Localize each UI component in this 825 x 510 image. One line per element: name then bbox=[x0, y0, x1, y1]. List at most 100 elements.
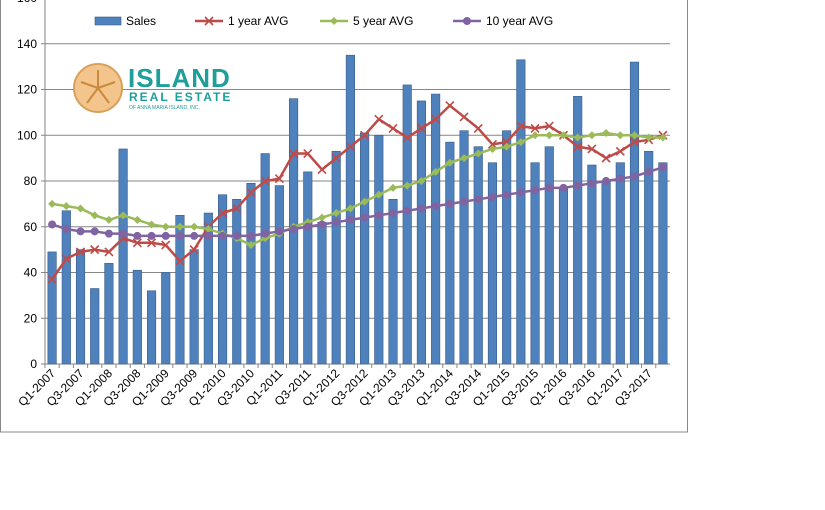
line-marker bbox=[346, 215, 355, 224]
bar bbox=[459, 130, 469, 365]
bar bbox=[175, 215, 185, 365]
bar bbox=[573, 96, 583, 365]
bar bbox=[658, 162, 668, 365]
line-marker bbox=[275, 227, 284, 236]
line-marker bbox=[175, 222, 184, 231]
line-marker bbox=[104, 215, 113, 224]
bar bbox=[544, 146, 554, 365]
legend-marker bbox=[330, 17, 338, 25]
legend-marker bbox=[204, 16, 214, 26]
bar bbox=[203, 212, 213, 365]
line-marker bbox=[460, 154, 469, 163]
line-marker bbox=[587, 144, 597, 154]
line-marker bbox=[417, 177, 426, 185]
line-marker bbox=[389, 209, 398, 218]
line-marker bbox=[161, 231, 170, 240]
line-marker bbox=[573, 142, 583, 152]
line-marker bbox=[332, 218, 341, 227]
line-marker bbox=[246, 231, 255, 240]
line-marker bbox=[431, 167, 440, 176]
bar bbox=[473, 146, 483, 365]
bar bbox=[104, 263, 114, 365]
bar bbox=[246, 182, 256, 365]
line-marker bbox=[431, 202, 440, 211]
line-marker bbox=[217, 208, 228, 218]
line-marker bbox=[559, 183, 568, 192]
line-marker bbox=[474, 149, 483, 158]
line-marker bbox=[587, 131, 596, 140]
bar bbox=[75, 249, 86, 365]
line-marker bbox=[289, 148, 299, 159]
bar bbox=[360, 132, 370, 365]
y-tick-label: 160 bbox=[17, 0, 37, 5]
logo-icon-star bbox=[80, 70, 116, 104]
line-marker bbox=[90, 245, 100, 255]
line-marker bbox=[403, 206, 412, 215]
line-marker bbox=[190, 222, 199, 231]
line-marker bbox=[317, 220, 326, 229]
line-marker bbox=[374, 211, 383, 220]
logo-caption: OF ANNA MARIA ISLAND, INC. bbox=[129, 105, 200, 111]
line-marker bbox=[545, 183, 554, 192]
line-marker bbox=[502, 142, 511, 151]
line-marker bbox=[416, 123, 426, 133]
line-marker bbox=[473, 123, 483, 133]
line-marker bbox=[545, 131, 554, 140]
line-marker bbox=[516, 188, 525, 197]
line-marker bbox=[445, 158, 454, 167]
bar bbox=[317, 221, 327, 365]
line-marker bbox=[460, 197, 469, 206]
bar bbox=[629, 61, 640, 365]
line-marker bbox=[516, 138, 525, 147]
line-marker bbox=[601, 153, 611, 163]
line-marker bbox=[332, 209, 341, 218]
logo-subtitle: REAL ESTATE bbox=[129, 90, 232, 104]
line-marker bbox=[360, 197, 369, 206]
line-marker bbox=[133, 231, 142, 240]
line-marker bbox=[402, 132, 412, 143]
bar bbox=[644, 150, 654, 365]
line-marker bbox=[345, 142, 355, 152]
y-tick-label: 120 bbox=[17, 83, 37, 97]
legend-marker bbox=[463, 17, 471, 25]
line-marker bbox=[246, 187, 256, 198]
bar bbox=[260, 153, 270, 365]
line-marker bbox=[516, 121, 526, 131]
bar bbox=[61, 210, 71, 365]
y-tick-label: 60 bbox=[24, 220, 38, 234]
line-marker bbox=[573, 181, 582, 190]
bar bbox=[615, 162, 625, 365]
line-marker bbox=[190, 231, 199, 240]
line-marker bbox=[260, 176, 270, 186]
line-marker bbox=[289, 225, 298, 234]
line-marker bbox=[616, 131, 625, 140]
line-marker bbox=[487, 139, 498, 149]
y-tick-label: 100 bbox=[17, 128, 37, 142]
line-marker bbox=[587, 179, 596, 188]
line-marker bbox=[175, 256, 185, 266]
bar bbox=[303, 171, 313, 365]
line-marker bbox=[119, 211, 128, 220]
line-marker bbox=[488, 144, 497, 153]
line-marker bbox=[62, 202, 71, 211]
line-marker bbox=[403, 181, 412, 190]
bar bbox=[587, 164, 597, 365]
bar bbox=[530, 162, 540, 365]
legend-label: Sales bbox=[126, 14, 156, 28]
bar bbox=[374, 134, 384, 365]
line-marker bbox=[317, 164, 327, 175]
bar bbox=[331, 150, 341, 365]
line-marker bbox=[147, 220, 156, 229]
line-marker bbox=[204, 225, 213, 234]
line-marker bbox=[161, 240, 171, 250]
line-marker bbox=[346, 204, 355, 213]
line-marker bbox=[261, 229, 270, 238]
line-marker bbox=[658, 163, 667, 172]
bar bbox=[388, 199, 398, 365]
line-marker bbox=[658, 133, 667, 142]
bar bbox=[132, 269, 142, 365]
line-marker bbox=[431, 114, 441, 124]
line-marker bbox=[388, 123, 398, 133]
line-marker bbox=[459, 112, 469, 122]
bar bbox=[217, 194, 228, 365]
